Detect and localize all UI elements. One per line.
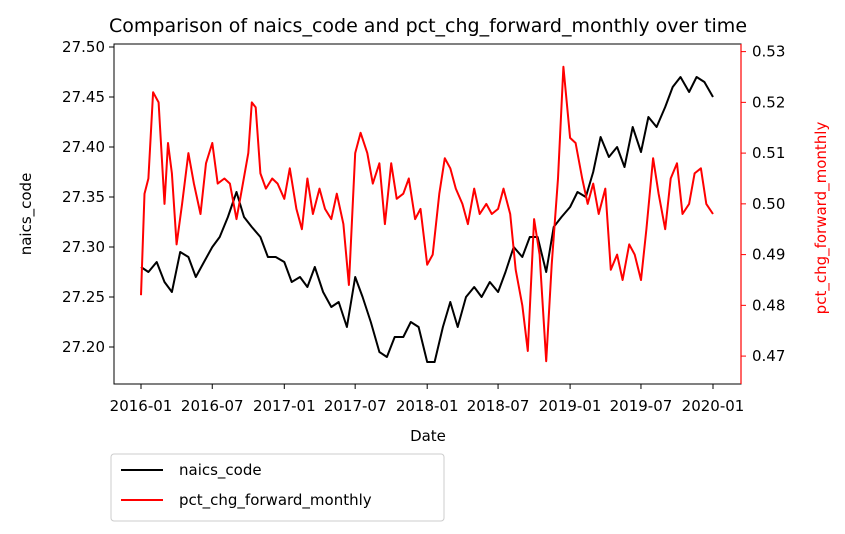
right-tick-label: 0.53 [752, 43, 785, 61]
right-axis-ticks: 0.47 0.48 0.49 0.50 0.51 0.52 0.53 [740, 43, 785, 384]
left-tick-label: 27.25 [62, 288, 105, 306]
right-tick-label: 0.51 [752, 144, 785, 162]
series-line-naics-code [140, 76, 714, 363]
left-tick-label: 27.30 [62, 238, 105, 256]
left-axis-ticks: 27.20 27.25 27.30 27.35 27.40 27.45 27.50 [62, 38, 114, 356]
left-tick-label: 27.50 [62, 38, 105, 56]
right-tick-label: 0.49 [752, 246, 785, 264]
left-y-axis-label: naics_code [17, 173, 36, 256]
x-tick-label: 2017-01 [253, 397, 316, 415]
legend-label-pct-chg-forward-monthly: pct_chg_forward_monthly [179, 491, 372, 510]
x-tick-label: 2016-01 [110, 397, 173, 415]
left-tick-label: 27.40 [62, 138, 105, 156]
x-tick-label: 2017-07 [324, 397, 387, 415]
x-tick-label: 2018-07 [467, 397, 530, 415]
x-axis-label: Date [410, 427, 446, 445]
left-tick-label: 27.35 [62, 188, 105, 206]
right-tick-label: 0.47 [752, 347, 785, 365]
x-tick-label: 2018-01 [396, 397, 459, 415]
x-tick-label: 2016-07 [181, 397, 244, 415]
x-tick-label: 2019-07 [610, 397, 673, 415]
x-tick-label: 2019-01 [539, 397, 602, 415]
right-y-axis-label: pct_chg_forward_monthly [812, 122, 831, 315]
chart-title: Comparison of naics_code and pct_chg_for… [109, 15, 747, 37]
x-tick-label: 2020-01 [682, 397, 745, 415]
left-tick-label: 27.20 [62, 338, 105, 356]
right-tick-label: 0.52 [752, 93, 785, 111]
right-tick-label: 0.50 [752, 195, 785, 213]
x-axis-ticks: 2016-01 2016-07 2017-01 2017-07 2018-01 2018-… [110, 384, 745, 415]
right-tick-label: 0.48 [752, 296, 785, 314]
legend-label-naics-code: naics_code [179, 461, 262, 480]
series-line-pct-chg-forward-monthly [140, 65, 714, 363]
legend-frame [110, 453, 445, 522]
legend: naics_code pct_chg_forward_monthly [110, 453, 445, 522]
left-tick-label: 27.45 [62, 88, 105, 106]
